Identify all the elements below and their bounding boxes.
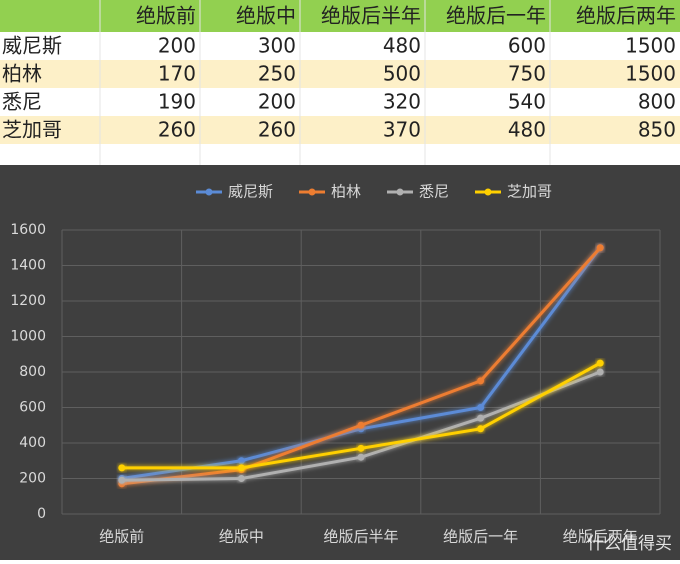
table-cell: 320 — [383, 90, 421, 114]
y-tick-label: 800 — [19, 364, 46, 380]
table-cell: 800 — [638, 90, 676, 114]
chart: 0 200 400 600 800 1000 1200 1400 1600 绝版前 绝版中 绝版后半年… — [10, 183, 661, 546]
header-cell: 绝版后一年 — [446, 4, 546, 28]
chart-background — [0, 165, 680, 560]
header-cell: 绝版后两年 — [576, 4, 676, 28]
table-cell: 200 — [158, 34, 196, 58]
table-cell: 750 — [508, 62, 546, 86]
table-cell: 480 — [383, 34, 421, 58]
table-cell: 500 — [383, 62, 421, 86]
table-cell: 480 — [508, 118, 546, 142]
data-point — [596, 368, 604, 376]
legend-marker — [484, 188, 492, 196]
header-cell: 绝版前 — [136, 4, 196, 28]
legend-label: 悉尼 — [419, 183, 449, 201]
x-tick-label: 绝版后一年 — [443, 528, 518, 546]
legend-marker — [396, 188, 404, 196]
x-tick-label: 绝版前 — [99, 528, 144, 546]
legend-marker — [205, 188, 213, 196]
table-cell: 850 — [638, 118, 676, 142]
row-label: 威尼斯 — [2, 34, 62, 58]
y-tick-label: 200 — [19, 471, 46, 487]
legend-label: 柏林 — [331, 183, 361, 201]
legend-marker — [308, 188, 316, 196]
data-point — [237, 464, 245, 472]
table-row — [0, 88, 680, 116]
y-tick-label: 400 — [19, 435, 46, 451]
header-row — [0, 0, 680, 32]
table-row — [0, 116, 680, 144]
table-cell: 260 — [158, 118, 196, 142]
table-cell: 540 — [508, 90, 546, 114]
legend-label: 威尼斯 — [228, 183, 273, 201]
y-tick-label: 1400 — [10, 258, 46, 274]
table-cell: 1500 — [625, 34, 676, 58]
y-tick-label: 600 — [19, 400, 46, 416]
x-tick-label: 绝版后半年 — [323, 528, 398, 546]
data-point — [596, 359, 604, 367]
table-cell: 1500 — [625, 62, 676, 86]
y-tick-label: 1200 — [10, 293, 46, 309]
table-row — [0, 32, 680, 60]
row-label: 悉尼 — [2, 90, 42, 114]
data-point — [357, 421, 365, 429]
data-point — [596, 244, 604, 252]
row-label: 芝加哥 — [2, 118, 62, 142]
table-cell: 190 — [158, 90, 196, 114]
data-point — [477, 414, 485, 422]
table-cell: 260 — [258, 118, 296, 142]
table-cell: 370 — [383, 118, 421, 142]
data-point — [477, 425, 485, 433]
data-point — [477, 377, 485, 385]
data-point — [477, 404, 485, 411]
data-point — [237, 457, 245, 465]
legend-label: 芝加哥 — [507, 183, 552, 201]
table-cell: 600 — [508, 34, 546, 58]
table-cell: 170 — [158, 62, 196, 86]
data-point — [357, 444, 365, 452]
table-cell: 300 — [258, 34, 296, 58]
row-label: 柏林 — [2, 62, 42, 86]
header-cell: 绝版后半年 — [321, 4, 421, 28]
data-point — [237, 475, 245, 482]
table-cell: 200 — [258, 90, 296, 114]
y-tick-label: 0 — [37, 506, 46, 522]
x-tick-label: 绝版后两年 — [563, 528, 638, 546]
watermark: 什么值得买 — [587, 534, 672, 554]
table-cell: 250 — [258, 62, 296, 86]
data-point — [118, 464, 126, 472]
header-cell: 绝版中 — [236, 4, 296, 28]
y-tick-label: 1600 — [10, 222, 46, 238]
table-row — [0, 60, 680, 88]
y-tick-label: 1000 — [10, 329, 46, 345]
data-point — [118, 476, 126, 484]
x-tick-label: 绝版中 — [219, 528, 264, 546]
data-point — [357, 453, 365, 461]
